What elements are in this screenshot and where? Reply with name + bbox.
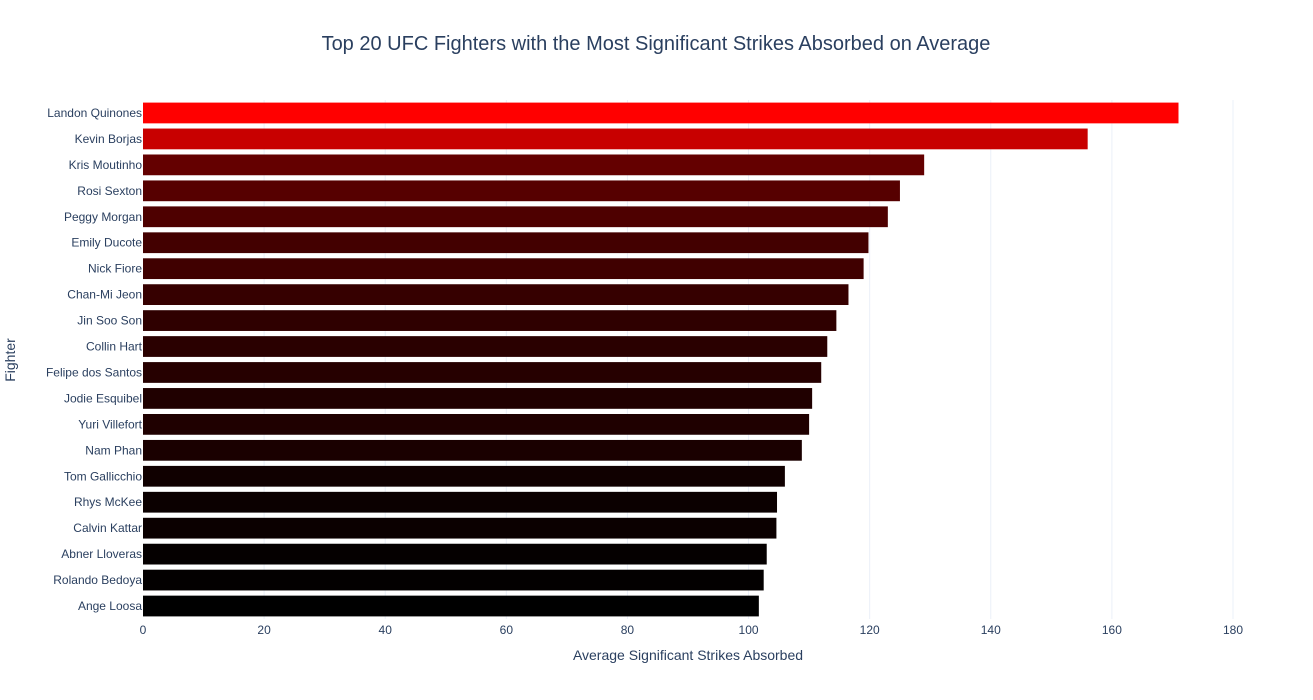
y-tick-label: Nam Phan [85, 443, 142, 457]
y-tick-label: Nick Fiore [88, 262, 142, 276]
x-tick-label: 80 [621, 623, 635, 637]
bar[interactable] [143, 543, 767, 565]
y-tick-label: Abner Lloveras [61, 547, 142, 561]
chart-title: Top 20 UFC Fighters with the Most Signif… [322, 33, 991, 55]
y-tick-label: Rhys McKee [74, 495, 142, 509]
x-tick-label: 140 [981, 623, 1001, 637]
x-tick-label: 180 [1223, 623, 1243, 637]
bar[interactable] [143, 284, 849, 306]
bar[interactable] [143, 465, 785, 487]
y-tick-label: Kevin Borjas [75, 132, 142, 146]
bar[interactable] [143, 310, 837, 331]
x-axis-tick-labels: 0 20 40 60 80 100 120 140 160 180 [140, 623, 1244, 637]
y-tick-label: Jin Soo Son [77, 314, 142, 328]
y-axis-title: Fighter [2, 338, 18, 382]
bar[interactable] [143, 595, 759, 617]
bar[interactable] [143, 491, 778, 513]
y-tick-label: Rosi Sexton [77, 184, 142, 198]
bar[interactable] [143, 206, 888, 228]
gridlines [263, 100, 1234, 619]
x-tick-label: 20 [257, 623, 271, 637]
x-tick-label: 40 [379, 623, 393, 637]
bar[interactable] [143, 439, 802, 461]
y-axis-tick-labels: Landon Quinones Kevin Borjas Kris Moutinho… [46, 106, 143, 613]
y-tick-label: Emily Ducote [71, 236, 142, 250]
y-tick-label: Ange Loosa [78, 599, 142, 613]
bar[interactable] [143, 388, 813, 409]
bar[interactable] [143, 413, 810, 435]
y-tick-label: Yuri Villefort [78, 417, 142, 431]
x-tick-label: 60 [500, 623, 514, 637]
bar[interactable] [143, 180, 900, 202]
y-tick-label: Chan-Mi Jeon [67, 288, 142, 302]
y-tick-label: Tom Gallicchio [64, 469, 142, 483]
x-axis-title: Average Significant Strikes Absorbed [573, 647, 803, 663]
y-tick-label: Rolando Bedoya [53, 573, 142, 587]
y-tick-label: Landon Quinones [47, 106, 142, 120]
y-tick-label: Collin Hart [86, 340, 143, 354]
bar[interactable] [143, 258, 864, 280]
bar[interactable] [143, 569, 764, 591]
bar[interactable] [143, 102, 1179, 124]
x-tick-label: 0 [140, 623, 147, 637]
x-tick-label: 100 [739, 623, 759, 637]
x-tick-label: 120 [860, 623, 880, 637]
y-tick-label: Jodie Esquibel [64, 391, 142, 405]
y-tick-label: Felipe dos Santos [46, 365, 142, 379]
y-tick-label: Calvin Kattar [73, 521, 142, 535]
x-tick-label: 160 [1102, 623, 1122, 637]
bar[interactable] [143, 232, 869, 254]
bar[interactable] [143, 154, 925, 176]
y-tick-label: Kris Moutinho [69, 158, 143, 172]
y-tick-label: Peggy Morgan [64, 210, 142, 224]
bar[interactable] [143, 362, 822, 383]
bar[interactable] [143, 128, 1088, 150]
bar[interactable] [143, 336, 828, 357]
bars [143, 102, 1179, 617]
bar[interactable] [143, 517, 777, 539]
